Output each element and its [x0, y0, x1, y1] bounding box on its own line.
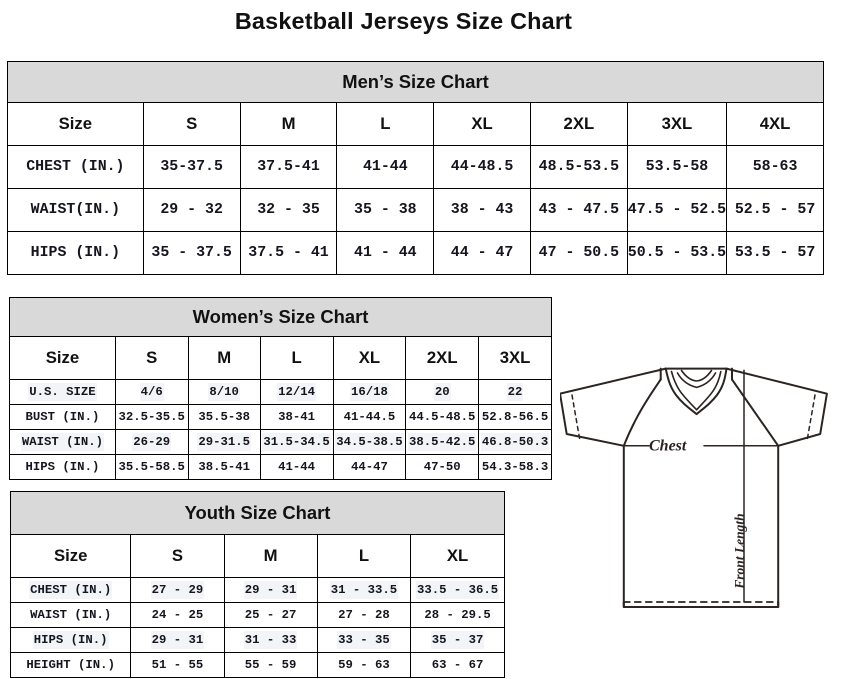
svg-text:Chest: Chest — [649, 438, 687, 455]
svg-text:Front Length: Front Length — [732, 513, 747, 589]
